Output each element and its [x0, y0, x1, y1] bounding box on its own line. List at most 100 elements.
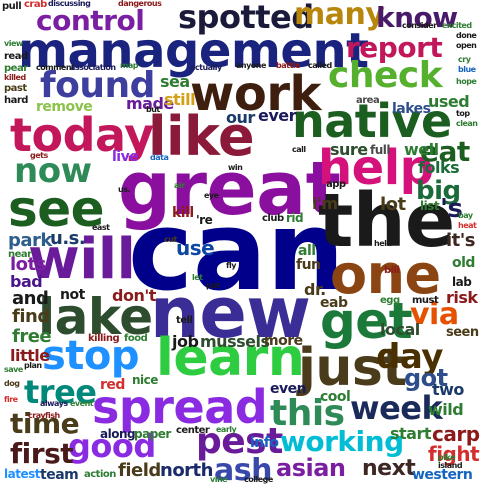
word-top: top [456, 109, 470, 118]
word-tree: tree [24, 373, 97, 411]
word-the: the [318, 178, 455, 264]
word-today: today [10, 108, 154, 162]
word-made: made [126, 94, 174, 113]
word-will: will [28, 227, 136, 292]
word-used: used [428, 92, 470, 111]
word-early: early [216, 425, 237, 434]
word-fight: fight [428, 442, 480, 466]
word-actually: actually [190, 63, 222, 72]
word-full: full [370, 143, 391, 157]
word-just: just [298, 338, 407, 398]
word-ever: ever [258, 106, 297, 125]
word-must: must [412, 295, 439, 306]
word-via: via [410, 297, 459, 332]
word-past: past [4, 83, 27, 94]
word-not: not [60, 287, 85, 303]
word-pike: pike [438, 453, 456, 462]
word-rid: rid [286, 211, 304, 225]
word-its: it's [446, 230, 476, 251]
word-map: map [120, 61, 138, 70]
word-find: find [12, 306, 50, 327]
word-stop: stop [42, 333, 140, 379]
word-lab: lab [452, 275, 472, 289]
word-eat: eat [420, 135, 470, 168]
word-many: many [294, 0, 385, 32]
word-info: info [250, 435, 279, 451]
word-air: air [174, 181, 185, 190]
word-new: new [150, 272, 311, 354]
word-help: help [318, 140, 434, 196]
word-live: live [112, 149, 139, 165]
word-carp: carp [432, 422, 480, 446]
word-field: field [118, 460, 161, 481]
word-risk: risk [446, 288, 478, 307]
word-action: action [84, 469, 116, 480]
word-lot: lot [380, 194, 406, 215]
word-week: week [350, 389, 443, 427]
word-apos-s: 's [440, 194, 463, 224]
word-remove: remove [36, 99, 93, 115]
word-asian: asian [276, 454, 346, 482]
word-im-1: i'm [312, 194, 338, 213]
word-spotted: spotted [178, 0, 314, 36]
word-mussels: mussels [200, 332, 270, 351]
word-east: east [92, 223, 110, 232]
word-old: old [452, 255, 475, 271]
word-dont: don't [112, 286, 156, 305]
word-western: western [412, 467, 473, 483]
word-pear: pear [4, 63, 28, 74]
word-re: 're [196, 213, 213, 227]
word-report: report [346, 31, 443, 64]
word-get: get [320, 292, 413, 350]
word-crayfish: crayfish [28, 411, 60, 420]
word-north: north [160, 460, 213, 481]
word-cool: cool [320, 389, 351, 405]
word-club: club [262, 213, 284, 224]
word-plan: plan [24, 361, 42, 370]
word-work: work [190, 66, 321, 122]
word-save: save [4, 365, 23, 374]
word-lots: lots [10, 254, 46, 275]
word-event: event [70, 399, 94, 408]
word-island: island [438, 461, 463, 470]
word-hard: hard [4, 95, 28, 106]
word-held: held [374, 239, 392, 248]
word-food: food [124, 333, 148, 344]
word-found: found [40, 65, 155, 106]
word-more: more [264, 333, 303, 349]
word-kill: kill [172, 205, 194, 221]
word-dangerous: dangerous [118, 0, 162, 8]
word-area: area [356, 95, 380, 106]
word-this: this [270, 393, 345, 434]
word-team: team [40, 467, 79, 483]
word-even: even [270, 381, 307, 397]
word-management: management [18, 23, 369, 79]
word-ash: ash [214, 453, 272, 488]
word-view: view [4, 39, 23, 48]
word-spread: spread [92, 380, 268, 434]
word-done: done [456, 31, 477, 40]
word-can: can [128, 187, 345, 315]
word-us-dot: us. [118, 185, 131, 194]
word-cry: cry [458, 55, 471, 64]
word-and: and [12, 288, 49, 309]
word-list: list [420, 199, 440, 213]
word-like: like [148, 105, 255, 168]
word-called: called [308, 61, 332, 70]
word-free: free [12, 326, 52, 347]
word-check: check [328, 55, 443, 96]
word-still: still [164, 90, 196, 109]
word-killed: killed [4, 73, 26, 82]
word-control: control [36, 4, 145, 37]
word-pull: pull [2, 1, 22, 12]
word-put: put [206, 281, 220, 290]
word-use: use [176, 236, 215, 260]
word-well: well [404, 140, 439, 159]
word-bill: bill [384, 265, 400, 276]
word-egg: egg [380, 295, 400, 306]
word-folks: folks [418, 158, 460, 177]
word-time: time [10, 407, 80, 440]
word-learn: learn [156, 328, 305, 388]
word-gets: gets [30, 151, 48, 160]
word-tell: tell [176, 315, 193, 326]
